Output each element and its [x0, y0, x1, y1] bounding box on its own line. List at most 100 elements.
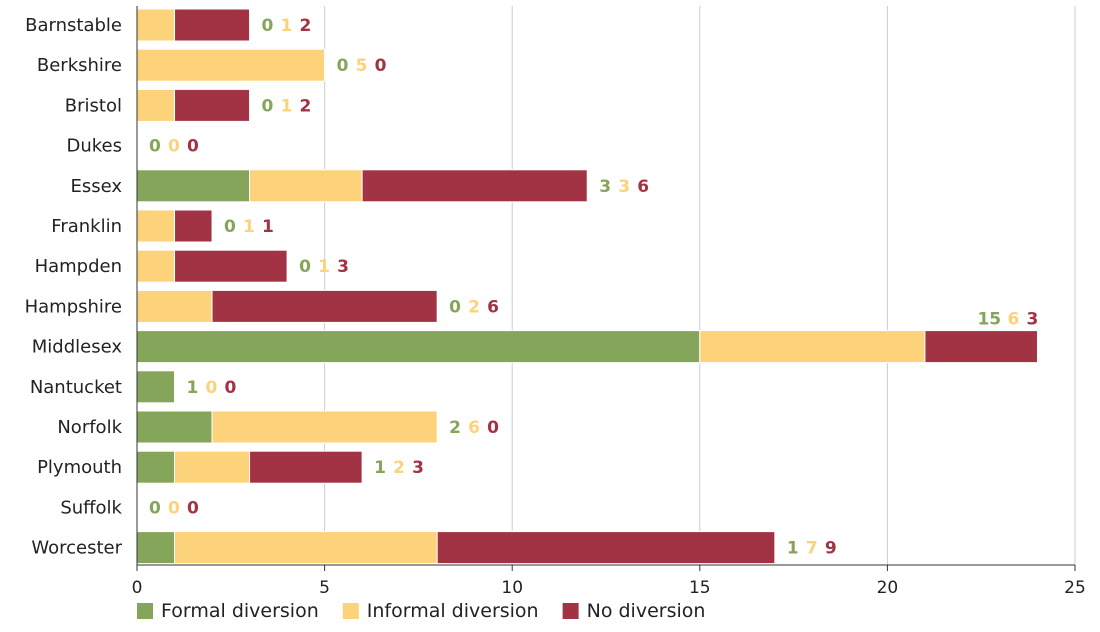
value-label: 1: [318, 257, 330, 277]
category-labels: Barnstable Berkshire Bristol Dukes Essex Fran…: [25, 15, 123, 559]
category-label: Hampden: [35, 256, 122, 277]
value-label: 0: [149, 137, 161, 157]
bar-norfolk-series-1: [211, 410, 438, 444]
value-label: 3: [337, 257, 349, 277]
legend-swatch-2: [562, 603, 579, 619]
category-label: Dukes: [66, 136, 122, 157]
value-label: 6: [468, 418, 480, 438]
gridlines: [324, 6, 1076, 565]
value-label: 2: [300, 16, 312, 36]
legend-label: Formal diversion: [161, 600, 319, 622]
bar-middlesex-series-2: [924, 330, 1038, 364]
legend-swatch-0: [137, 603, 153, 619]
value-label: 1: [374, 458, 386, 478]
value-label: 0: [449, 297, 461, 317]
bar-worcester-series-2: [436, 531, 776, 565]
bar-plymouth-series-2: [249, 450, 363, 484]
bar-plymouth-series-1: [174, 450, 251, 484]
category-label: Bristol: [65, 95, 122, 116]
value-label: 0: [168, 137, 180, 157]
value-label: 7: [806, 539, 818, 559]
category-label: Nantucket: [30, 377, 122, 398]
bar-worcester-series-0: [136, 531, 176, 565]
bars: [136, 8, 1038, 565]
value-label: 0: [225, 378, 237, 398]
value-label: 1: [262, 217, 274, 237]
category-label: Plymouth: [37, 457, 122, 478]
legend-swatch-1: [342, 603, 359, 619]
x-tick-label: 20: [877, 578, 899, 598]
category-label: Franklin: [51, 216, 122, 237]
bar-hampshire-series-2: [211, 289, 438, 323]
value-label: 3: [599, 177, 611, 197]
value-label: 0: [224, 217, 236, 237]
bar-norfolk-series-0: [136, 410, 213, 444]
value-labels: 0 1 20 5 00 1 20 0 03 3 60 1 10 1 30 2 615 6 31 0 02 6 01 2 30 0 0…: [149, 16, 1038, 559]
value-label: 0: [206, 378, 218, 398]
value-label: 5: [356, 56, 368, 76]
bar-worcester-series-1: [174, 531, 438, 565]
category-label: Middlesex: [32, 337, 123, 358]
category-label: Suffolk: [60, 497, 122, 518]
bar-hampshire-series-1: [136, 289, 213, 323]
value-label: 3: [618, 177, 630, 197]
category-label: Worcester: [31, 538, 122, 559]
bar-essex-series-2: [361, 169, 588, 203]
bar-barnstable-series-2: [174, 8, 251, 42]
value-label: 0: [149, 498, 161, 518]
x-tick-label: 10: [501, 578, 523, 598]
value-label: 15: [977, 310, 1001, 330]
value-label: 9: [825, 539, 837, 559]
bar-plymouth-series-0: [136, 450, 176, 484]
bar-franklin-series-1: [136, 209, 176, 243]
value-label: 2: [468, 297, 480, 317]
x-axis: 0 5 10 15 20 25: [132, 6, 1086, 598]
bar-bristol-series-1: [136, 88, 176, 122]
value-label: 2: [300, 96, 312, 116]
value-label: 0: [168, 498, 180, 518]
x-tick-label: 5: [319, 578, 330, 598]
value-label: 3: [1026, 310, 1038, 330]
x-tick-label: 0: [132, 578, 143, 598]
value-label: 6: [1007, 310, 1019, 330]
bar-nantucket-series-0: [136, 370, 176, 404]
value-label: 1: [243, 217, 255, 237]
bar-hampden-series-1: [136, 249, 176, 283]
category-label: Norfolk: [57, 417, 122, 438]
x-tick-label: 15: [689, 578, 711, 598]
legend: Formal diversion Informal diversion No div…: [137, 600, 705, 622]
value-label: 0: [337, 56, 349, 76]
value-label: 1: [281, 96, 293, 116]
category-label: Berkshire: [37, 55, 122, 76]
bar-essex-series-1: [249, 169, 363, 203]
value-label: 2: [393, 458, 405, 478]
value-label: 1: [187, 378, 199, 398]
bar-franklin-series-2: [174, 209, 213, 243]
legend-label: Informal diversion: [367, 600, 539, 622]
bar-middlesex-series-0: [136, 330, 701, 364]
legend-label: No diversion: [587, 600, 706, 622]
value-label: 2: [449, 418, 461, 438]
bar-hampden-series-2: [174, 249, 288, 283]
value-label: 0: [262, 96, 274, 116]
category-label: Essex: [70, 176, 122, 197]
bar-berkshire-series-1: [136, 48, 326, 82]
value-label: 6: [637, 177, 649, 197]
value-label: 0: [262, 16, 274, 36]
value-label: 0: [187, 498, 199, 518]
bar-essex-series-0: [136, 169, 251, 203]
bar-barnstable-series-1: [136, 8, 176, 42]
x-tick-label: 25: [1064, 578, 1086, 598]
category-label: Hampshire: [25, 296, 122, 317]
value-label: 1: [787, 539, 799, 559]
value-label: 1: [281, 16, 293, 36]
category-label: Barnstable: [25, 15, 122, 36]
bar-bristol-series-2: [174, 88, 251, 122]
value-label: 3: [412, 458, 424, 478]
bar-middlesex-series-1: [699, 330, 926, 364]
value-label: 0: [375, 56, 387, 76]
value-label: 0: [299, 257, 311, 277]
value-label: 0: [487, 418, 499, 438]
value-label: 0: [187, 137, 199, 157]
